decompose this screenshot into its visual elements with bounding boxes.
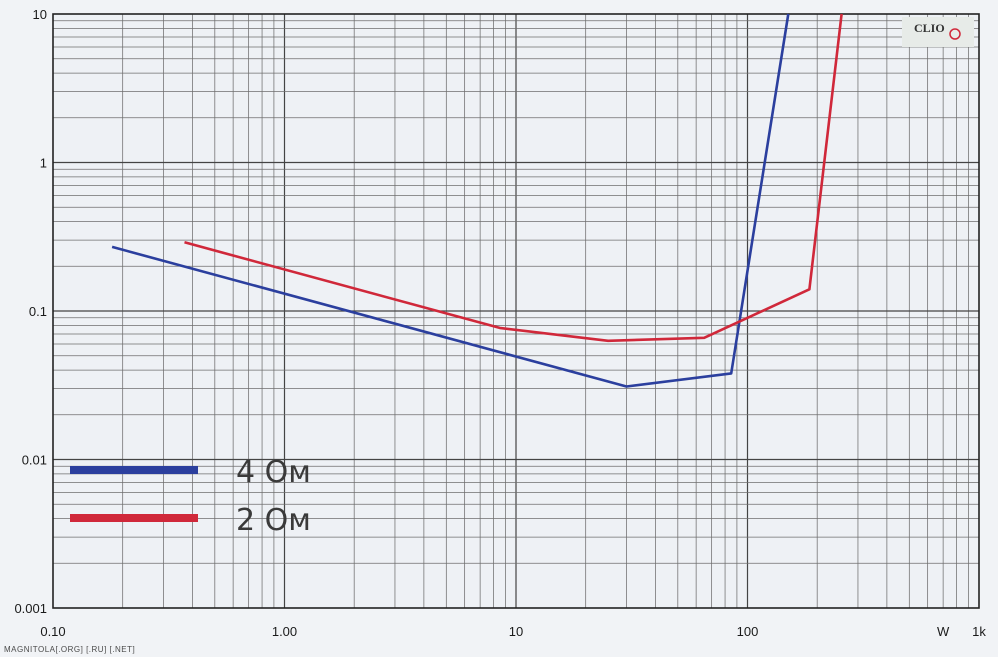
- y-tick-label: 0.01: [22, 453, 47, 468]
- watermark-text: MAGNITOLA[.ORG] [.RU] [.NET]: [4, 645, 135, 654]
- x-tick-label: 1.00: [272, 624, 297, 639]
- plot-frame: [52, 13, 980, 609]
- logo-background: [902, 17, 974, 47]
- logo-text: CLIO: [914, 21, 945, 35]
- y-tick-label: 10: [33, 7, 47, 22]
- legend: 4 Ом 2 Ом: [70, 455, 311, 538]
- x-tick-label: 10: [509, 624, 523, 639]
- x-tick-label: 100: [737, 624, 759, 639]
- series-line-2: [184, 13, 843, 343]
- y-tick-label: 0.001: [14, 601, 47, 616]
- x-tick-label: 0.10: [40, 624, 65, 639]
- y-tick-label: 1: [40, 156, 47, 171]
- x-tick-label: 1k: [972, 624, 986, 639]
- x-tick-label: W: [937, 624, 950, 639]
- grid: [53, 14, 979, 608]
- series-line-1: [111, 13, 790, 388]
- legend-label: 4 Ом: [236, 455, 311, 490]
- clio-logo: CLIO: [902, 17, 974, 47]
- series-layer: [111, 13, 843, 388]
- logo-ring-icon: [949, 28, 961, 40]
- tick-labels: 0.10 1.00 10 100 W 1k 10 1 0.1 0.01 0.001: [14, 7, 986, 639]
- y-tick-label: 0.1: [29, 304, 47, 319]
- legend-label: 2 Ом: [236, 503, 311, 538]
